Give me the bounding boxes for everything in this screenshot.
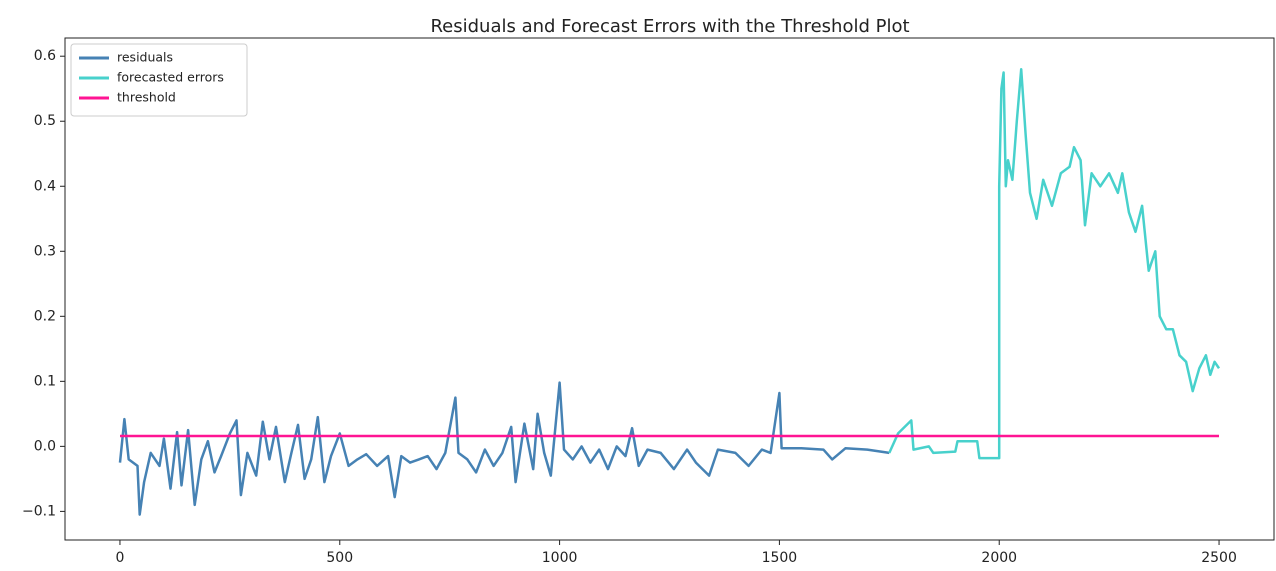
y-tick-label: 0.4 [34, 178, 56, 194]
series-line [118, 381, 890, 516]
y-tick-label: 0.6 [34, 48, 56, 64]
x-tick-label: 1500 [762, 550, 798, 566]
legend-label: threshold [117, 90, 176, 105]
x-tick-label: 1000 [542, 550, 578, 566]
x-tick-label: 0 [115, 550, 124, 566]
x-tick-label: 500 [326, 550, 353, 566]
y-tick-label: −0.1 [22, 503, 56, 519]
y-tick-label: 0.3 [34, 243, 56, 259]
legend-label: forecasted errors [117, 70, 224, 85]
y-tick-label: 0.0 [34, 438, 56, 454]
series-line [888, 67, 1221, 460]
chart-title: Residuals and Forecast Errors with the T… [430, 16, 909, 37]
legend-box [70, 43, 248, 117]
y-tick-label: 0.2 [34, 308, 56, 324]
legend-label: residuals [117, 50, 173, 65]
y-tick-label: 0.5 [34, 113, 56, 129]
plot-frame [64, 37, 1275, 541]
x-tick-label: 2500 [1201, 550, 1237, 566]
y-tick-label: 0.1 [34, 373, 56, 389]
legend: residuals forecasted errors threshold [70, 43, 248, 117]
x-tick-label: 2000 [981, 550, 1017, 566]
